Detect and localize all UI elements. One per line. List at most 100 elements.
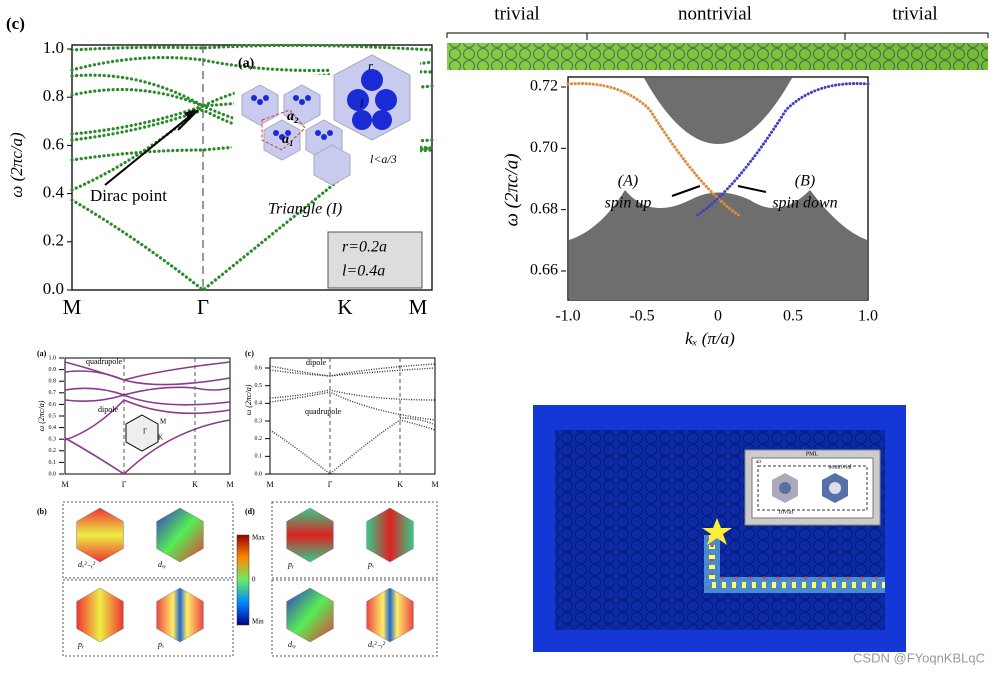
x-tick-label: -0.5 [629, 308, 654, 325]
y-tick-label: 0.6 [49, 402, 57, 408]
y-tick-label: 0.6 [255, 365, 263, 371]
y-tick-label: 1.0 [49, 355, 57, 361]
mode-label: pᵧ [287, 560, 294, 569]
x-axis-label: kₓ (π/a) [685, 329, 735, 348]
field-hex [286, 507, 334, 563]
x-tick-label: Γ [197, 295, 209, 319]
inset-a1: a₁ [282, 132, 294, 147]
field-hex [76, 587, 124, 643]
watermark: CSDN @FYoqnKBLqC [853, 650, 985, 665]
x-tick-label: 1.0 [858, 308, 878, 325]
y-tick-label: 0.8 [49, 379, 57, 385]
y-tick-label: 0.2 [43, 231, 64, 250]
bands [269, 363, 436, 475]
x-tick-label: 0.5 [783, 308, 803, 325]
inset-name: Triangle (I) [268, 201, 342, 218]
mode-label: dₓ²₋ᵧ² [78, 560, 96, 569]
inset-rod [829, 482, 841, 494]
y-axis-label: ω (2πc/a) [7, 132, 26, 198]
plot-frame [64, 357, 231, 475]
inset-text: air [756, 460, 762, 465]
mode-label: pₓ [367, 560, 374, 569]
x-tick-label: Γ [122, 480, 127, 489]
note: dipole [98, 405, 118, 414]
sym-line [329, 358, 401, 474]
y-axis-label: ω (2πc/a) [37, 400, 46, 431]
y-tick-label: 0.70 [530, 139, 558, 156]
panel-label: (d) [245, 507, 255, 516]
colorbar [236, 534, 250, 626]
note: quadrupole [305, 407, 341, 416]
inset-r: r [368, 58, 374, 73]
x-tick-label: M [409, 295, 428, 319]
inset-text: trivial [779, 509, 794, 515]
y-tick-label: 0.4 [255, 401, 263, 407]
field-hex [366, 507, 414, 563]
y-tick-label: 0.9 [49, 367, 57, 373]
x-tick-label: K [397, 480, 403, 489]
edge-state [694, 82, 870, 218]
y-tick-label: 0.0 [43, 279, 64, 298]
inset-inner [751, 457, 874, 519]
y-tick-label: 0.66 [530, 262, 558, 279]
x-tick-label: M [63, 295, 82, 319]
panel-edge: trivial nontrivial trivial ω (2πc/a) kₓ … [446, 3, 989, 348]
region-label: trivial [892, 3, 937, 24]
y-tick-label: 1.0 [43, 38, 64, 57]
inset-l: l [360, 96, 364, 110]
note: dipole [306, 358, 326, 367]
arrow [177, 109, 199, 131]
x-tick-label: 0 [714, 308, 722, 325]
bz-label: M [160, 418, 167, 426]
x-tick-label: Γ [328, 480, 333, 489]
mode-label: pₓ [157, 640, 164, 649]
mode-label: pᵧ [77, 640, 84, 649]
y-tick-label: 0.2 [49, 448, 57, 454]
panel-label: (c) [6, 14, 25, 33]
y-tick-label: 0.6 [43, 134, 64, 153]
colorbar-label: Max [252, 534, 265, 542]
inset-text: PML [806, 451, 819, 457]
field-hex [76, 507, 124, 563]
panel-fields: (b) (d) dₓ²₋ᵧ² dₓᵧ pᵧ pₓ pᵧ pₓ dₓᵧ dₓ²₋ᵧ² Max 0… [37, 501, 438, 657]
inset-label: (a) [238, 56, 255, 71]
x-tick-label: M [431, 480, 438, 489]
bz-label: K [158, 434, 163, 442]
mode-label: dₓᵧ [158, 560, 166, 569]
bulk-band [644, 78, 792, 144]
bz-label: Γ [143, 428, 147, 436]
y-tick-label: 0.0 [49, 471, 57, 477]
x-tick-label: M [61, 480, 68, 489]
y-tick-label: 0.2 [255, 436, 263, 442]
inset-dash [757, 465, 868, 511]
bz [125, 414, 159, 452]
y-axis-label: ω (2πc/a) [244, 384, 253, 415]
y-tick-label: 0.68 [530, 200, 558, 217]
x-tick-label: K [192, 480, 198, 489]
y-tick-label: 0.72 [530, 78, 558, 95]
edge-field [709, 535, 885, 588]
y-tick-label: 0.7 [49, 390, 57, 396]
bands [64, 361, 231, 476]
panel-label: (a) [37, 349, 47, 358]
arrow-head [184, 109, 196, 120]
y-tick-label: 0.3 [255, 418, 263, 424]
mode-label: dₓᵧ [288, 640, 296, 649]
y-tick-label: 0.1 [49, 460, 57, 466]
y-tick-label: 0.4 [49, 425, 57, 431]
y-axis-label: ω (2πc/a) [501, 153, 522, 226]
source-star [702, 518, 732, 545]
mode-label: dₓ²₋ᵧ² [368, 640, 386, 649]
bracket [446, 32, 989, 40]
y-tick-label: 0.0 [255, 471, 263, 477]
mode-label: spin up [605, 195, 652, 212]
mode-label: spin down [772, 195, 837, 212]
annotation: Dirac point [90, 186, 167, 205]
x-tick-label: M [266, 480, 273, 489]
region-label: trivial [494, 3, 539, 24]
y-tick-label: 0.5 [49, 413, 57, 419]
x-tick-label: -1.0 [555, 308, 580, 325]
colorbar-label: Min [252, 618, 264, 626]
arrow [671, 185, 767, 197]
inset-a2: a₂ [287, 109, 299, 124]
